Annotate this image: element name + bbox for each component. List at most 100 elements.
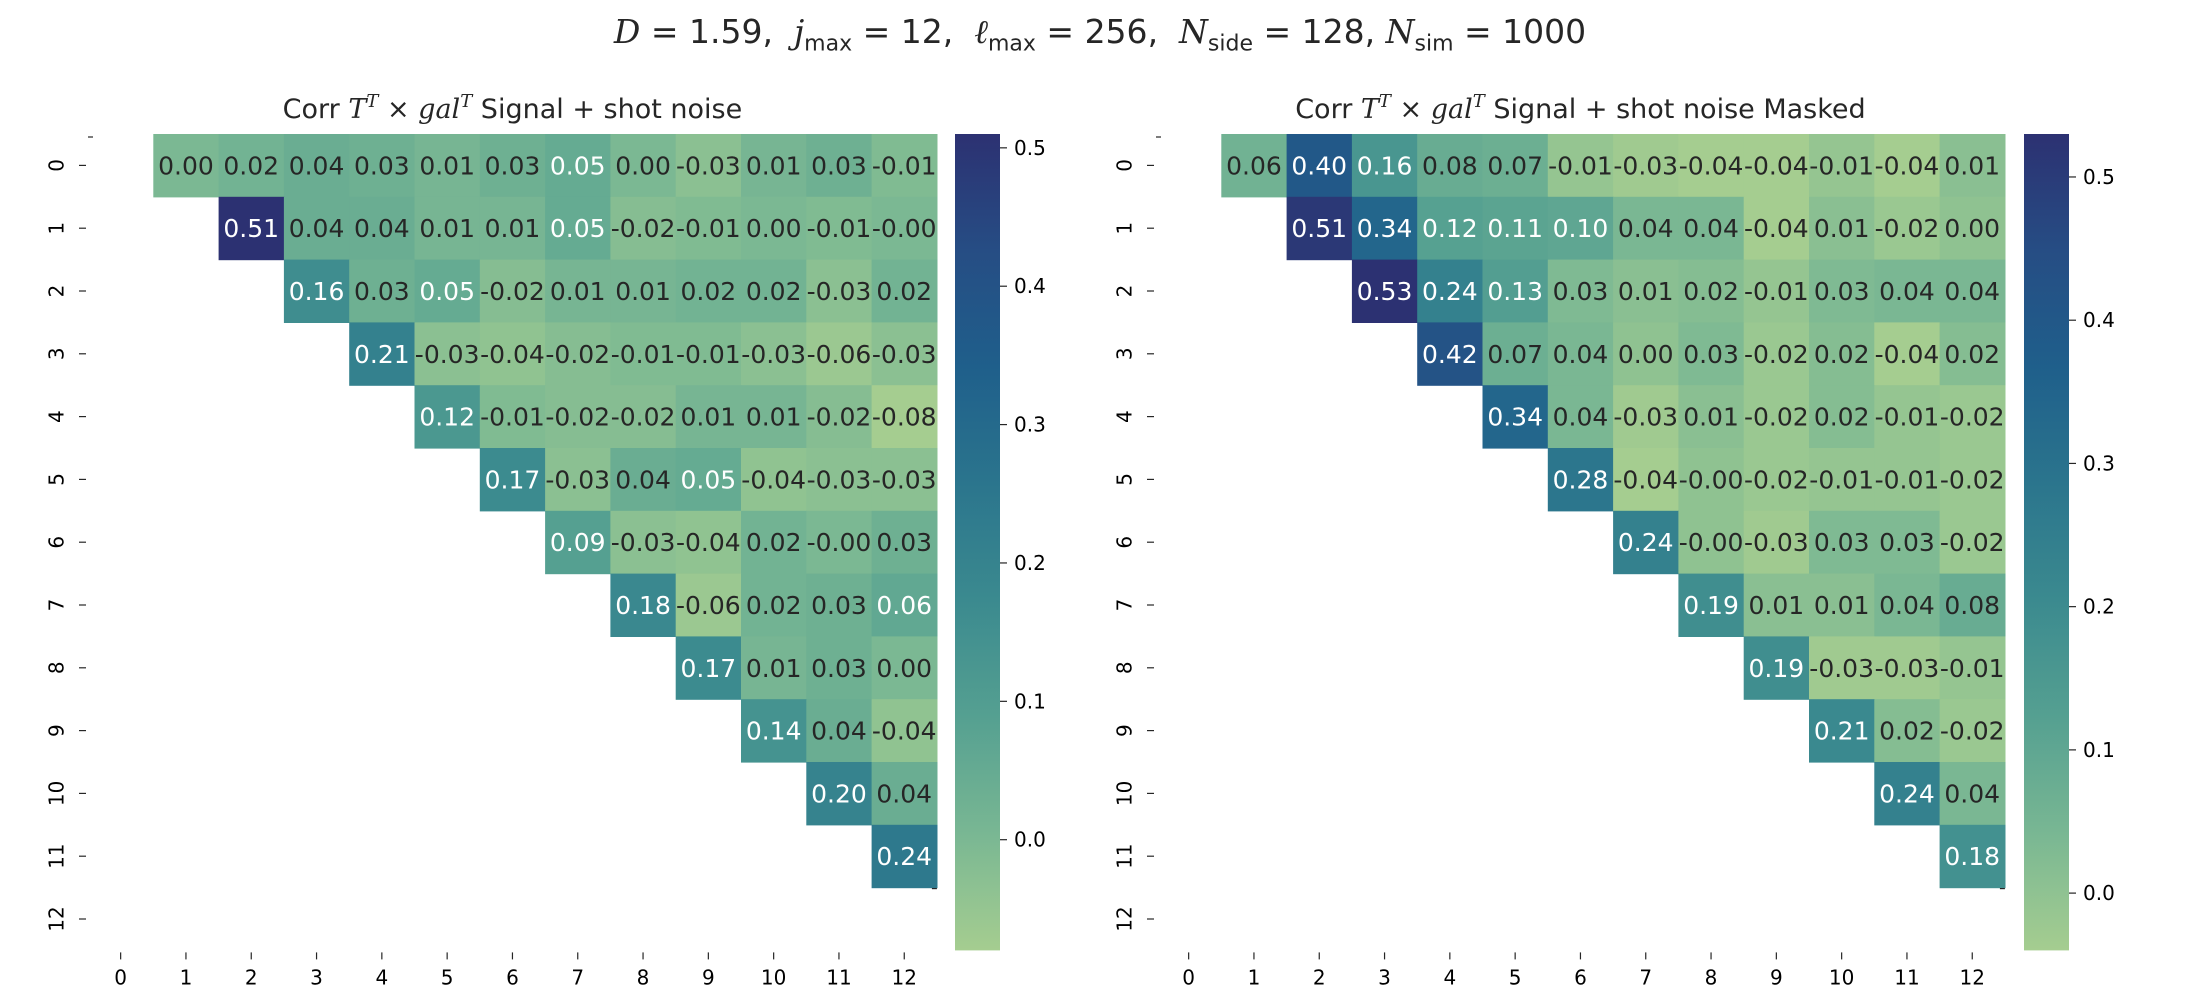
cell-value-label: 0.13	[1487, 277, 1543, 306]
y-tick-label: 10	[1113, 781, 1137, 806]
heatmap-cell	[806, 762, 873, 826]
heatmap-cell	[610, 259, 677, 323]
y-tick-label: 9	[1113, 724, 1137, 737]
cell-value-label: -0.02	[611, 214, 676, 243]
cell-value-label: -0.01	[480, 403, 545, 432]
x-tick-label: 0	[1182, 965, 1195, 989]
cell-value-label: -0.06	[807, 340, 872, 369]
heatmap-cell	[675, 322, 742, 386]
heatmap-cell	[871, 510, 938, 575]
cell-value-label: 0.03	[811, 654, 867, 683]
heatmap-cell	[1351, 196, 1418, 261]
heatmap-cell	[479, 448, 546, 512]
heatmap-cell	[610, 510, 677, 575]
heatmap-cell	[1547, 259, 1614, 323]
cell-value-label: 0.00	[1618, 340, 1674, 369]
heatmap-cell	[283, 196, 350, 261]
cell-value-label: -0.02	[1940, 528, 2005, 557]
cell-value-label: 0.24	[1879, 779, 1935, 808]
x-tick-label: 10	[1829, 965, 1854, 989]
heatmap-cell	[349, 196, 416, 261]
cell-value-label: 0.03	[811, 151, 867, 180]
heatmap-cell	[1678, 448, 1745, 512]
heatmap-cell	[1939, 762, 2006, 826]
colorbar-tick-label: 0.0	[1014, 828, 1046, 852]
heatmap-cell	[1482, 322, 1549, 386]
cell-value-label: 0.04	[1944, 779, 2000, 808]
cell-value-label: 0.06	[1226, 151, 1282, 180]
colorbar-tick-label: 0.5	[2083, 165, 2115, 189]
cell-value-label: 0.28	[1553, 465, 1609, 494]
cell-value-label: -0.02	[1940, 465, 2005, 494]
x-tick-label: 6	[506, 965, 519, 989]
cell-value-label: -0.04	[676, 528, 741, 557]
cell-value-label: -0.04	[1679, 151, 1744, 180]
heatmap-cell	[1678, 134, 1745, 198]
cell-value-label: -0.02	[1940, 717, 2005, 746]
heatmap-cell	[871, 134, 938, 198]
heatmap-cell	[1939, 636, 2006, 700]
heatmap-cell	[1482, 196, 1549, 261]
heatmap-cell	[871, 448, 938, 512]
colorbar	[955, 134, 1000, 951]
cell-value-label: 0.03	[811, 591, 867, 620]
heatmap-cell	[1221, 134, 1288, 198]
cell-value-label: 0.12	[1422, 214, 1478, 243]
heatmap-cell	[1809, 259, 1875, 323]
heatmap-cell	[871, 699, 938, 763]
heatmap-cell	[1678, 385, 1745, 449]
cell-value-label: -0.02	[611, 403, 676, 432]
y-tick-label: 12	[1113, 906, 1137, 931]
cell-value-label: -0.03	[1809, 654, 1874, 683]
heatmap-cell	[479, 134, 546, 198]
cell-value-label: -0.03	[872, 340, 937, 369]
heatmap-cell	[1547, 322, 1614, 386]
x-tick-label: 6	[1574, 965, 1587, 989]
cell-value-label: -0.01	[1940, 654, 2005, 683]
heatmap-cell	[479, 322, 546, 386]
heatmap-cell	[1286, 134, 1353, 198]
cell-value-label: -0.00	[1679, 465, 1744, 494]
heatmap-cell	[1678, 510, 1745, 575]
heatmap-cell	[283, 259, 350, 323]
cell-value-label: -0.03	[807, 277, 872, 306]
cell-value-label: 0.04	[1879, 591, 1935, 620]
cell-value-label: 0.04	[1618, 214, 1674, 243]
cell-value-label: 0.01	[746, 151, 802, 180]
x-tick-label: 4	[1443, 965, 1456, 989]
cell-value-label: -0.03	[1875, 654, 1940, 683]
heatmap-cell	[1613, 510, 1679, 575]
heatmap-cell	[218, 134, 285, 198]
cell-value-label: 0.04	[354, 214, 410, 243]
cell-value-label: 0.20	[811, 779, 867, 808]
cell-value-label: 0.08	[1944, 591, 2000, 620]
cell-value-label: 0.03	[1814, 277, 1870, 306]
cell-value-label: 0.01	[1944, 151, 2000, 180]
colorbar-tick-label: 0.4	[1014, 274, 1046, 298]
heatmap-cell	[1482, 134, 1549, 198]
heatmap-cell	[349, 322, 416, 386]
heatmap-cell	[1678, 196, 1745, 261]
cell-value-label: 0.04	[289, 214, 345, 243]
cell-value-label: -0.02	[1940, 403, 2005, 432]
heatmap-cell	[1613, 448, 1679, 512]
colorbar-tick-label: 0.1	[2083, 738, 2115, 762]
heatmap-cell	[218, 196, 285, 261]
x-tick-label: 1	[180, 965, 193, 989]
x-tick-label: 7	[571, 965, 584, 989]
cell-value-label: -0.04	[1744, 214, 1809, 243]
heatmap-cell	[871, 385, 938, 449]
title-lmax-value: 256	[1084, 12, 1148, 51]
heatmap-cell	[1874, 134, 1941, 198]
cell-value-label: 0.02	[1944, 340, 2000, 369]
cell-value-label: 0.40	[1291, 151, 1347, 180]
heatmap-cell	[545, 134, 611, 198]
heatmap-cell	[1809, 636, 1875, 700]
heatmap-cell	[610, 573, 677, 637]
heatmap-cell	[1547, 134, 1614, 198]
heatmap-cell	[675, 636, 742, 700]
cell-value-label: 0.01	[681, 403, 737, 432]
heatmap-cell	[741, 322, 807, 386]
heatmap-cell	[414, 134, 481, 198]
y-tick-label: 2	[45, 285, 69, 298]
